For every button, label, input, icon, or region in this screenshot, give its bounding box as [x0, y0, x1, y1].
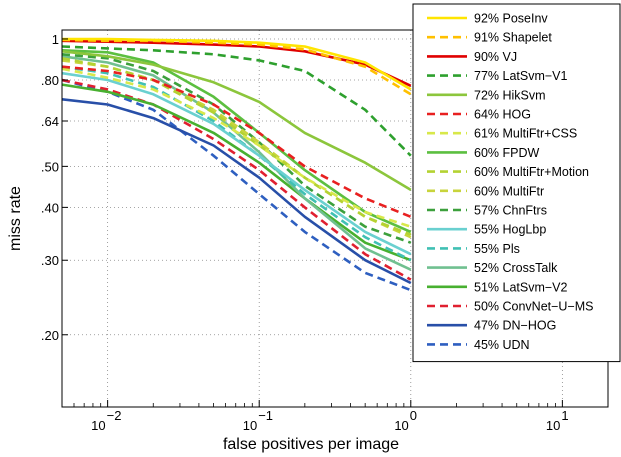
legend-item: 92% PoseInv: [427, 12, 548, 26]
legend-label: 60% MultiFtr+Motion: [474, 165, 589, 179]
x-tick-exponent: −2: [107, 408, 122, 423]
legend-item: 55% Pls: [427, 242, 520, 256]
plot-lines: [62, 37, 412, 292]
y-tick-label: .40: [41, 200, 59, 215]
legend-item: 51% LatSvm−V2: [427, 280, 568, 294]
x-tick-exponent: 1: [561, 408, 568, 423]
series-line: [62, 67, 412, 228]
minor-ticks: [61, 38, 609, 407]
legend-label: 55% Pls: [474, 242, 520, 256]
series-line: [62, 50, 412, 192]
legend-label: 51% LatSvm−V2: [474, 280, 568, 294]
legend: 92% PoseInv 91% Shapelet 90% VJ 77% LatSvm−…: [412, 3, 621, 363]
legend-label: 45% UDN: [474, 338, 530, 352]
series-line: [62, 38, 412, 96]
x-tick-label: 10: [91, 418, 105, 433]
legend-item: 60% MultiFtr: [427, 184, 544, 198]
x-tick-label: 10: [546, 418, 560, 433]
series-line: [62, 65, 412, 262]
y-tick-label: .80: [41, 73, 59, 88]
legend-item: 52% CrossTalk: [427, 261, 558, 275]
legend-item: 57% ChnFtrs: [427, 204, 547, 218]
series-line: [62, 78, 412, 281]
series-line: [62, 57, 412, 236]
series-line: [62, 98, 412, 285]
legend-label: 50% ConvNet−U−MS: [474, 300, 594, 314]
legend-item: 64% HOG: [427, 108, 531, 122]
legend-item: 45% UDN: [427, 338, 530, 352]
legend-label: 90% VJ: [474, 50, 517, 64]
series-line: [62, 65, 412, 219]
y-tick-label: .30: [41, 253, 59, 268]
legend-item: 55% HogLbp: [427, 223, 546, 237]
legend-label: 55% HogLbp: [474, 223, 546, 237]
series-line: [62, 37, 412, 91]
legend-label: 52% CrossTalk: [474, 261, 558, 275]
legend-item: 47% DN−HOG: [427, 319, 556, 333]
legend-box: [412, 3, 621, 363]
legend-item: 60% FPDW: [427, 146, 539, 160]
legend-label: 91% Shapelet: [474, 31, 552, 45]
legend-item: 90% VJ: [427, 50, 517, 64]
legend-item: 50% ConvNet−U−MS: [427, 300, 594, 314]
series-line: [62, 53, 412, 244]
y-tick-labels: 1 .80 .64 .50 .40 .30 .20: [41, 32, 59, 343]
legend-item: 60% MultiFtr+Motion: [427, 165, 589, 179]
y-axis-label: miss rate: [7, 186, 24, 251]
series-line: [62, 45, 412, 157]
y-tick-label: .50: [41, 159, 59, 174]
x-tick-label: 10: [243, 418, 257, 433]
legend-item: 77% LatSvm−V1: [427, 69, 568, 83]
y-tick-label: 1: [52, 32, 59, 47]
legend-label: 92% PoseInv: [474, 12, 548, 26]
x-axis-label: false positives per image: [223, 436, 399, 453]
x-tick-label: 10: [394, 418, 408, 433]
y-tick-label: .64: [41, 114, 59, 129]
legend-label: 60% FPDW: [474, 146, 539, 160]
legend-item: 61% MultiFtr+CSS: [427, 127, 577, 141]
y-tick-label: .20: [41, 328, 59, 343]
legend-label: 47% DN−HOG: [474, 319, 556, 333]
legend-label: 64% HOG: [474, 108, 531, 122]
x-tick-exponent: 0: [410, 408, 417, 423]
legend-item: 72% HikSvm: [427, 88, 546, 102]
legend-label: 57% ChnFtrs: [474, 204, 547, 218]
series-line: [62, 83, 412, 262]
legend-label: 60% MultiFtr: [474, 184, 544, 198]
legend-label: 72% HikSvm: [474, 88, 546, 102]
x-tick-exponent: −1: [258, 408, 273, 423]
legend-item: 91% Shapelet: [427, 31, 552, 45]
legend-label: 77% LatSvm−V1: [474, 69, 568, 83]
legend-label: 61% MultiFtr+CSS: [474, 127, 577, 141]
series-line: [62, 71, 412, 256]
